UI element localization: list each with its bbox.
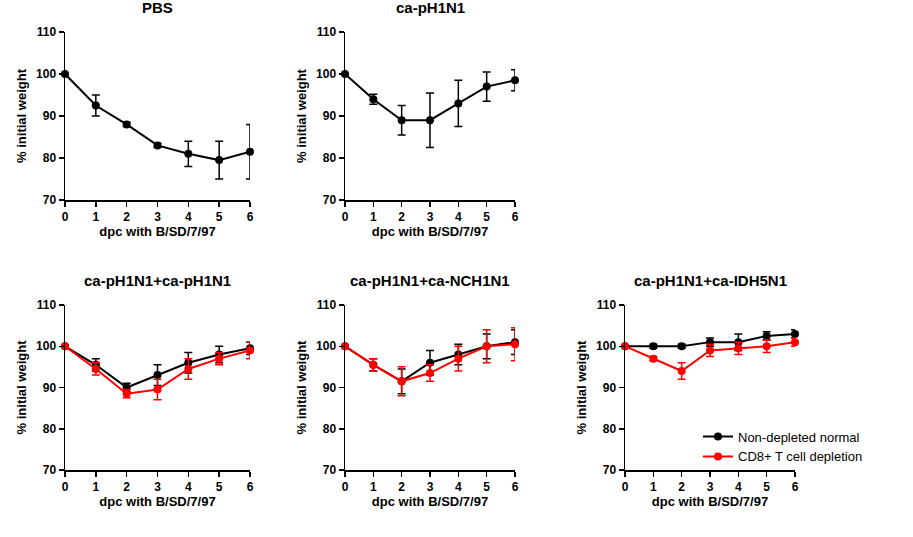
svg-text:4: 4 — [185, 480, 192, 494]
svg-text:4: 4 — [185, 210, 192, 224]
svg-text:2: 2 — [398, 210, 405, 224]
svg-text:5: 5 — [483, 210, 490, 224]
svg-text:% initial weight: % initial weight — [14, 340, 29, 435]
svg-text:70: 70 — [323, 463, 337, 477]
svg-text:0: 0 — [622, 480, 629, 494]
svg-text:dpc with B/SD/7/97: dpc with B/SD/7/97 — [99, 224, 215, 239]
svg-text:% initial weight: % initial weight — [14, 68, 29, 163]
svg-text:70: 70 — [43, 463, 57, 477]
svg-text:2: 2 — [678, 480, 685, 494]
svg-text:CD8+ T cell depletion: CD8+ T cell depletion — [738, 449, 862, 464]
svg-text:1: 1 — [370, 480, 377, 494]
svg-text:100: 100 — [316, 339, 336, 353]
svg-text:dpc with B/SD/7/97: dpc with B/SD/7/97 — [372, 494, 488, 509]
svg-text:dpc with B/SD/7/97: dpc with B/SD/7/97 — [652, 494, 768, 509]
svg-text:5: 5 — [763, 480, 770, 494]
svg-text:90: 90 — [323, 381, 337, 395]
svg-text:Non-depleted normal: Non-depleted normal — [738, 430, 860, 445]
svg-text:90: 90 — [43, 109, 57, 123]
svg-text:5: 5 — [483, 480, 490, 494]
svg-text:0: 0 — [62, 480, 69, 494]
svg-text:3: 3 — [427, 480, 434, 494]
svg-text:90: 90 — [43, 381, 57, 395]
svg-text:dpc with B/SD/7/97: dpc with B/SD/7/97 — [99, 494, 215, 509]
svg-text:4: 4 — [455, 210, 462, 224]
svg-text:0: 0 — [342, 480, 349, 494]
svg-text:ca-pH1N1: ca-pH1N1 — [396, 0, 465, 16]
svg-text:70: 70 — [43, 193, 57, 207]
svg-text:80: 80 — [43, 422, 57, 436]
svg-text:6: 6 — [512, 480, 519, 494]
svg-text:90: 90 — [603, 381, 617, 395]
svg-text:2: 2 — [123, 210, 130, 224]
svg-text:% initial weight: % initial weight — [294, 68, 309, 163]
svg-text:110: 110 — [37, 298, 57, 312]
svg-text:100: 100 — [316, 67, 336, 81]
svg-text:5: 5 — [216, 210, 223, 224]
svg-text:80: 80 — [323, 151, 337, 165]
svg-text:0: 0 — [62, 210, 69, 224]
svg-text:110: 110 — [37, 25, 57, 39]
svg-text:1: 1 — [370, 210, 377, 224]
svg-text:2: 2 — [398, 480, 405, 494]
svg-text:PBS: PBS — [142, 0, 173, 16]
svg-text:5: 5 — [216, 480, 223, 494]
svg-text:110: 110 — [597, 298, 617, 312]
svg-text:80: 80 — [43, 151, 57, 165]
svg-text:1: 1 — [92, 210, 99, 224]
svg-text:110: 110 — [317, 298, 337, 312]
svg-text:90: 90 — [323, 109, 337, 123]
svg-text:3: 3 — [154, 210, 161, 224]
svg-text:2: 2 — [123, 480, 130, 494]
svg-text:% initial weight: % initial weight — [294, 340, 309, 435]
svg-text:100: 100 — [36, 339, 56, 353]
svg-text:3: 3 — [707, 480, 714, 494]
svg-text:6: 6 — [792, 480, 799, 494]
svg-text:4: 4 — [735, 480, 742, 494]
svg-text:80: 80 — [603, 422, 617, 436]
svg-text:0: 0 — [342, 210, 349, 224]
svg-text:ca-pH1N1+ca-pH1N1: ca-pH1N1+ca-pH1N1 — [84, 272, 231, 289]
svg-text:1: 1 — [650, 480, 657, 494]
svg-text:110: 110 — [317, 25, 337, 39]
svg-text:100: 100 — [36, 67, 56, 81]
svg-text:70: 70 — [323, 193, 337, 207]
svg-text:6: 6 — [247, 480, 254, 494]
svg-text:4: 4 — [455, 480, 462, 494]
svg-text:3: 3 — [427, 210, 434, 224]
svg-text:80: 80 — [323, 422, 337, 436]
svg-text:6: 6 — [512, 210, 519, 224]
svg-text:100: 100 — [596, 339, 616, 353]
svg-text:3: 3 — [154, 480, 161, 494]
svg-text:70: 70 — [603, 463, 617, 477]
svg-text:% initial weight: % initial weight — [574, 340, 589, 435]
svg-text:6: 6 — [247, 210, 254, 224]
svg-text:ca-pH1N1+ca-NCH1N1: ca-pH1N1+ca-NCH1N1 — [350, 272, 510, 289]
svg-text:ca-pH1N1+ca-IDH5N1: ca-pH1N1+ca-IDH5N1 — [634, 272, 787, 289]
svg-text:dpc with B/SD/7/97: dpc with B/SD/7/97 — [372, 224, 488, 239]
svg-text:1: 1 — [92, 480, 99, 494]
